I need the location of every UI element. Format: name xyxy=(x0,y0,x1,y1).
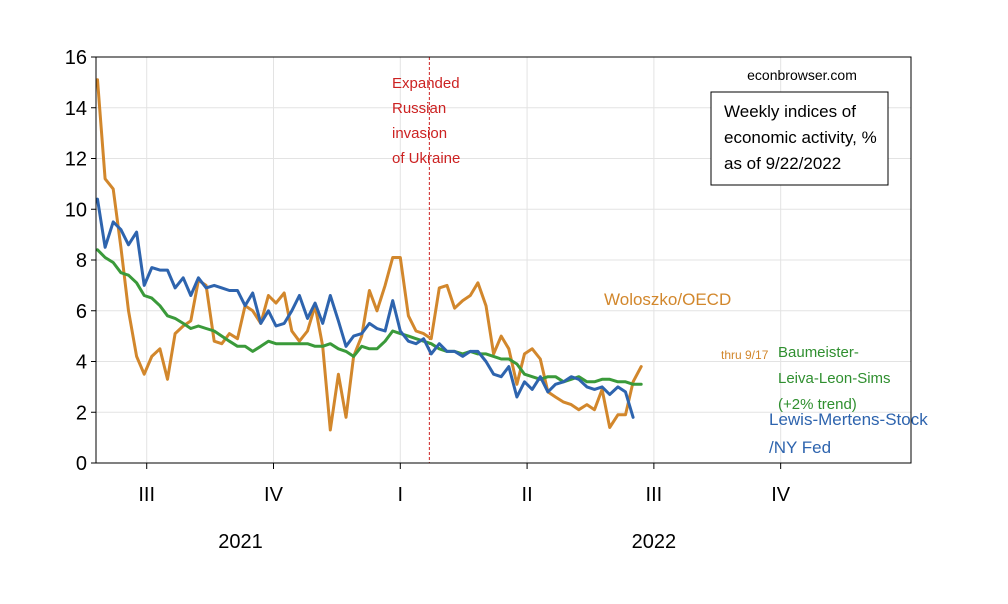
woloszko-label: Woloszko/OECD xyxy=(604,290,731,309)
y-tick-label: 8 xyxy=(76,250,87,272)
legend-box-line-3: as of 9/22/2022 xyxy=(724,154,841,173)
y-tick-label: 0 xyxy=(76,453,87,475)
x-tick-label: I xyxy=(398,484,404,506)
series-line-2 xyxy=(96,197,635,419)
lms-label-line-1: Lewis-Mertens-Stock xyxy=(769,410,928,429)
y-tick-label: 2 xyxy=(76,402,87,424)
invasion-label-line-2: Russian xyxy=(392,100,446,117)
legend-box-line-2: economic activity, % xyxy=(724,128,877,147)
y-tick-label: 6 xyxy=(76,301,87,323)
annotations: econbrowser.com Weekly indices of econom… xyxy=(392,67,928,457)
y-tick-label: 14 xyxy=(65,98,87,120)
year-label: 2021 xyxy=(218,531,263,553)
lms-label-line-2: /NY Fed xyxy=(769,438,831,457)
y-tick-label: 4 xyxy=(76,352,87,374)
bls-label-line-2: Leiva-Leon-Sims xyxy=(778,370,891,387)
y-tick-label: 12 xyxy=(65,149,87,171)
invasion-label-line-1: Expanded xyxy=(392,75,460,92)
x-tick-label: III xyxy=(646,484,663,506)
invasion-label-line-4: of Ukraine xyxy=(392,150,460,167)
invasion-label-line-3: invasion xyxy=(392,125,447,142)
bls-label-line-1: Baumeister- xyxy=(778,344,859,361)
x-tick-label: IV xyxy=(771,484,791,506)
bls-label-line-3: (+2% trend) xyxy=(778,396,857,413)
legend-box xyxy=(710,91,889,186)
series-lines xyxy=(96,78,643,432)
series-line-1 xyxy=(96,248,643,386)
x-tick-label: II xyxy=(522,484,533,506)
legend-box-line-1: Weekly indices of xyxy=(724,102,856,121)
series-line-0 xyxy=(96,78,643,432)
y-tick-label: 10 xyxy=(65,199,87,221)
thru-label: thru 9/17 xyxy=(721,348,769,362)
x-tick-label: III xyxy=(138,484,155,506)
year-label: 2022 xyxy=(632,531,677,553)
source-label: econbrowser.com xyxy=(747,67,857,83)
y-tick-label: 16 xyxy=(65,47,87,69)
x-tick-label: IV xyxy=(264,484,284,506)
